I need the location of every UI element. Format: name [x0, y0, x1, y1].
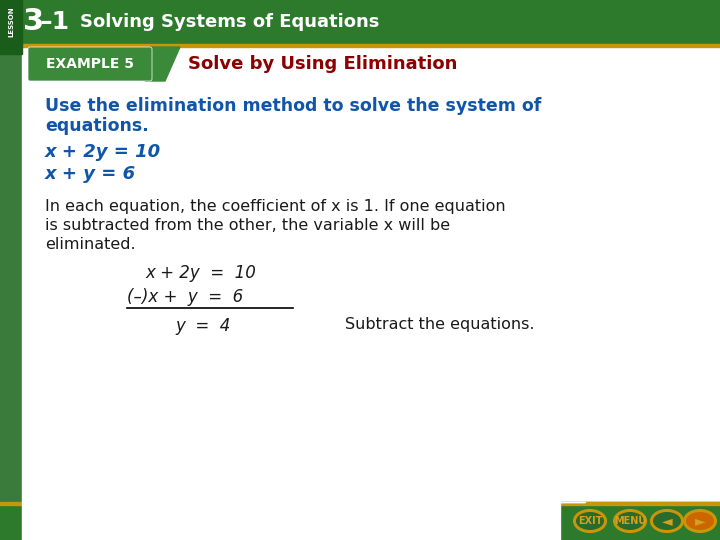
Bar	[0, 0, 720, 44]
Text: LESSON: LESSON	[8, 6, 14, 37]
Ellipse shape	[653, 512, 681, 530]
Text: EXIT: EXIT	[578, 516, 602, 526]
Bar	[0, 0, 22, 540]
Bar	[0, 44, 720, 47]
Ellipse shape	[574, 510, 606, 532]
Text: Solving Systems of Equations: Solving Systems of Equations	[80, 13, 379, 31]
Ellipse shape	[686, 512, 714, 530]
Text: y  =  4: y = 4	[175, 317, 230, 335]
Ellipse shape	[651, 510, 683, 532]
Text: In each equation, the coefficient of x is 1. If one equation: In each equation, the coefficient of x i…	[45, 199, 505, 214]
Bar	[22, 501, 560, 540]
Text: equations.: equations.	[45, 117, 149, 135]
Text: EXAMPLE 5: EXAMPLE 5	[46, 57, 134, 71]
Bar	[22, 47, 720, 502]
Text: Use the elimination method to solve the system of: Use the elimination method to solve the …	[45, 97, 541, 115]
Ellipse shape	[616, 512, 644, 530]
Bar	[0, 0, 22, 54]
Text: is subtracted from the other, the variable x will be: is subtracted from the other, the variab…	[45, 218, 450, 233]
Text: (–)x +  y  =  6: (–)x + y = 6	[127, 288, 243, 306]
Text: Solve by Using Elimination: Solve by Using Elimination	[188, 55, 457, 73]
Bar	[0, 502, 720, 504]
FancyBboxPatch shape	[28, 47, 152, 81]
Text: x + y = 6: x + y = 6	[45, 165, 136, 183]
Bar	[0, 502, 720, 540]
Text: –1: –1	[40, 10, 70, 34]
Text: ◄: ◄	[662, 514, 672, 528]
Ellipse shape	[576, 512, 604, 530]
Ellipse shape	[684, 510, 716, 532]
Ellipse shape	[614, 510, 646, 532]
Text: 3: 3	[24, 8, 45, 37]
Polygon shape	[145, 47, 180, 81]
Text: x + 2y = 10: x + 2y = 10	[45, 143, 161, 161]
Text: Subtract the equations.: Subtract the equations.	[345, 317, 534, 332]
Text: x + 2y  =  10: x + 2y = 10	[145, 264, 256, 282]
Text: eliminated.: eliminated.	[45, 237, 135, 252]
Text: MENU: MENU	[614, 516, 646, 526]
Text: ►: ►	[695, 514, 706, 528]
